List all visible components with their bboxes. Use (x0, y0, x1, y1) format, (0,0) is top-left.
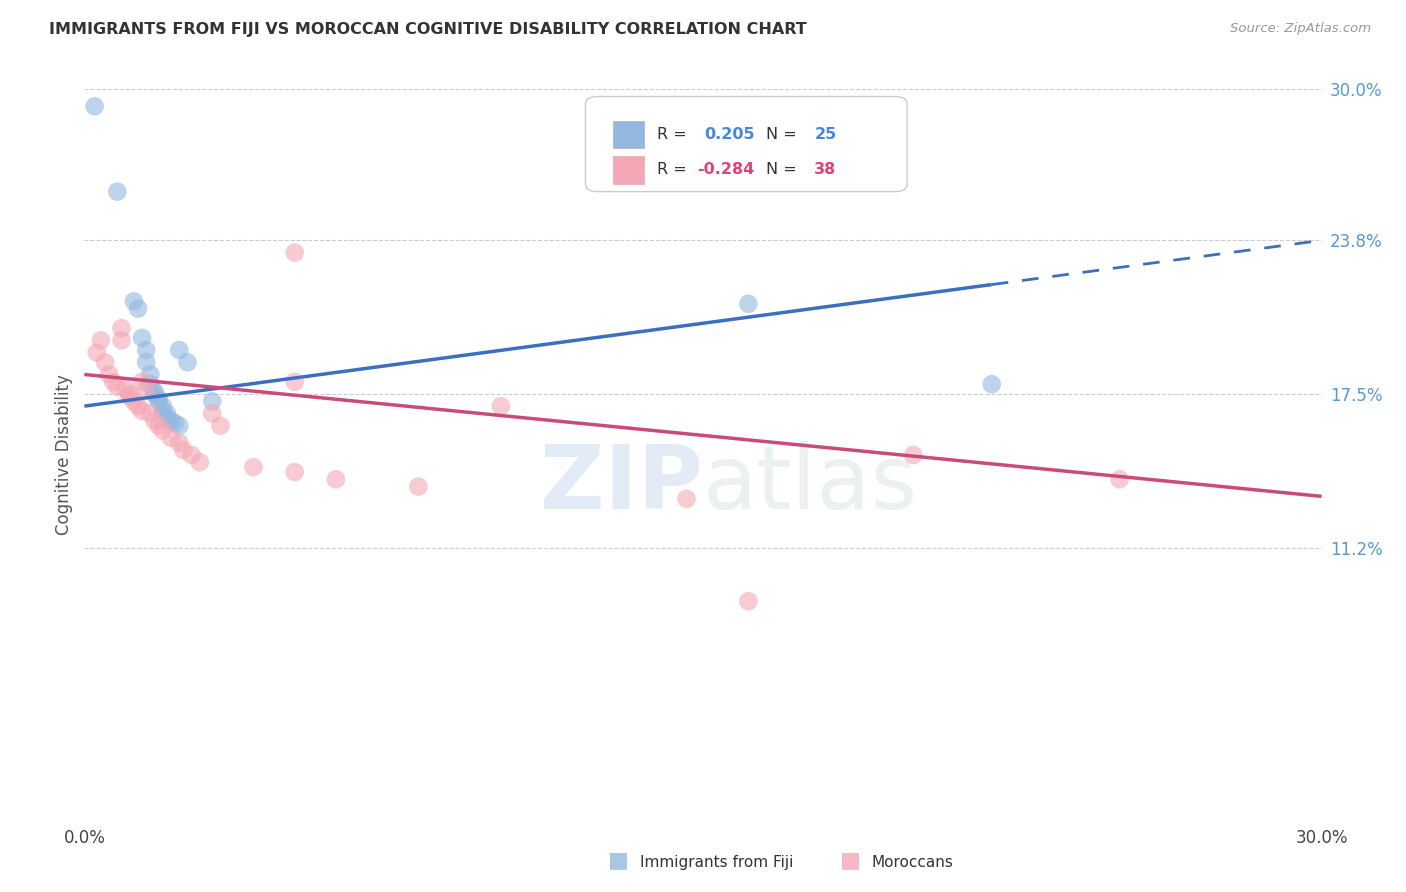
Point (980, 377, 1002, 392)
Point (675, 491, 697, 506)
FancyBboxPatch shape (613, 120, 644, 148)
Text: ZIP: ZIP (540, 441, 703, 528)
Text: -0.284: -0.284 (697, 162, 754, 178)
Point (148, 394, 170, 409)
Point (122, 294, 145, 309)
Point (135, 343, 157, 357)
Point (143, 414, 166, 428)
Point (83, 99, 105, 113)
Point (408, 480, 430, 494)
Point (127, 301, 149, 316)
Text: 0.205: 0.205 (704, 127, 755, 142)
Point (105, 379, 128, 393)
Point (135, 382, 157, 396)
Point (139, 368, 162, 382)
Point (94, 355, 117, 369)
Point (284, 465, 307, 479)
Point (284, 375, 307, 389)
Point (176, 355, 198, 369)
Text: R =: R = (657, 162, 692, 178)
Text: N =: N = (766, 162, 801, 178)
Text: R =: R = (657, 127, 692, 142)
FancyBboxPatch shape (613, 156, 644, 184)
Point (156, 407, 179, 421)
Point (167, 343, 190, 357)
Point (167, 418, 190, 433)
Y-axis label: Cognitive Disability: Cognitive Disability (55, 375, 73, 535)
FancyBboxPatch shape (585, 96, 907, 192)
Point (139, 407, 162, 421)
Text: Source: ZipAtlas.com: Source: ZipAtlas.com (1230, 22, 1371, 36)
Point (152, 399, 174, 413)
Point (188, 455, 211, 469)
Point (201, 407, 224, 421)
Text: ■: ■ (609, 850, 628, 870)
Text: atlas: atlas (703, 441, 918, 528)
Text: Immigrants from Fiji: Immigrants from Fiji (640, 855, 793, 870)
Point (143, 384, 166, 399)
Point (201, 394, 224, 409)
Point (103, 375, 125, 389)
Point (105, 185, 128, 199)
Point (209, 418, 232, 433)
Point (167, 435, 190, 450)
Point (131, 375, 153, 389)
Point (127, 399, 149, 413)
Point (737, 297, 759, 311)
Point (139, 377, 162, 392)
Point (156, 411, 179, 425)
Point (737, 594, 759, 608)
Point (165, 416, 187, 430)
Point (110, 321, 132, 335)
Point (325, 472, 347, 486)
Point (903, 448, 925, 462)
Point (110, 334, 132, 348)
Text: Moroccans: Moroccans (872, 855, 953, 870)
Point (172, 443, 194, 458)
Point (86, 345, 108, 359)
Point (242, 460, 264, 475)
Text: N =: N = (766, 127, 801, 142)
Point (284, 245, 307, 260)
Point (90, 334, 112, 348)
Point (1108, 472, 1130, 486)
Point (131, 404, 153, 418)
Point (135, 355, 157, 369)
Point (180, 448, 202, 462)
Point (160, 414, 183, 428)
Point (98, 368, 121, 382)
Point (148, 392, 170, 406)
Text: ■: ■ (841, 850, 860, 870)
Point (148, 418, 170, 433)
Point (122, 394, 145, 409)
Point (160, 431, 183, 445)
Text: 25: 25 (814, 127, 837, 142)
Point (489, 399, 512, 413)
Point (114, 382, 136, 396)
Point (152, 404, 174, 418)
Point (118, 389, 141, 403)
Text: 38: 38 (814, 162, 837, 178)
Text: IMMIGRANTS FROM FIJI VS MOROCCAN COGNITIVE DISABILITY CORRELATION CHART: IMMIGRANTS FROM FIJI VS MOROCCAN COGNITI… (49, 22, 807, 37)
Point (131, 331, 153, 345)
Point (143, 387, 166, 401)
Point (152, 424, 174, 438)
Point (118, 387, 141, 401)
